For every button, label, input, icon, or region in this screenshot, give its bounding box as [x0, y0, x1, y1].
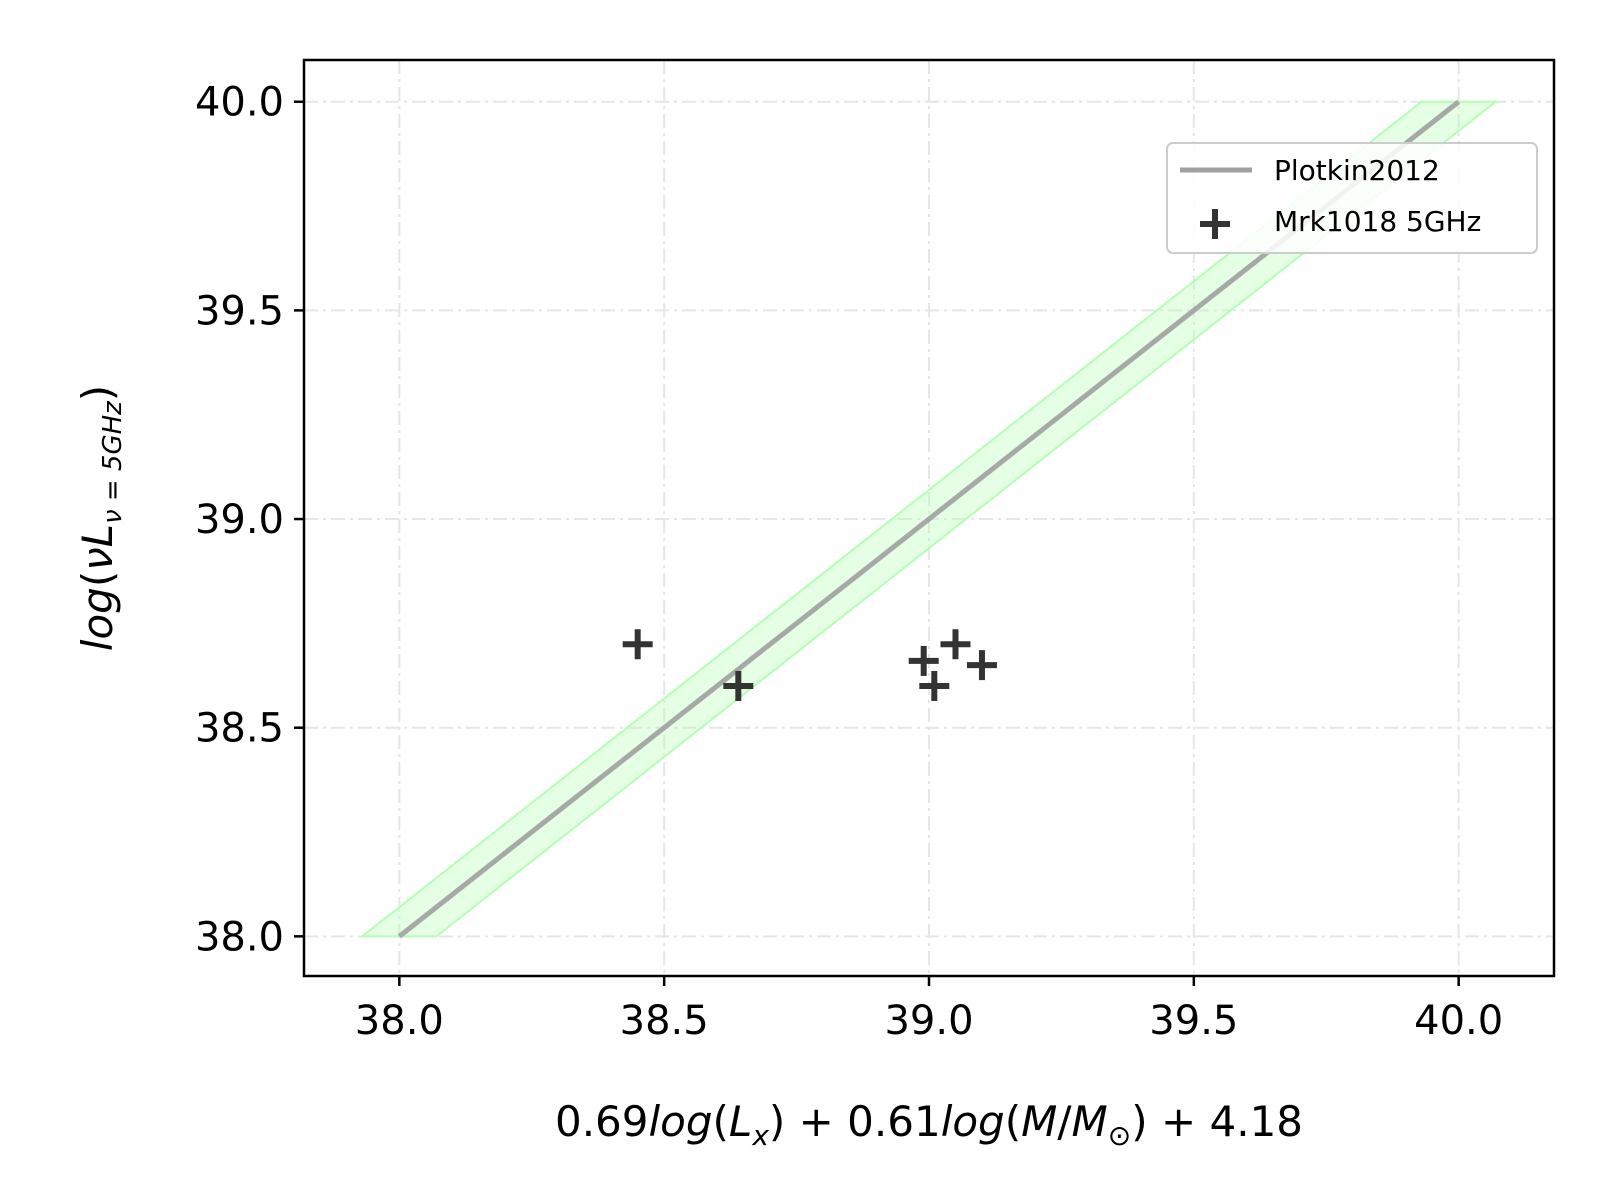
y-axis-ticks: 38.0 38.5 39.0 39.5 40.0 — [195, 80, 304, 960]
x-tick-label: 39.5 — [1149, 998, 1238, 1044]
y-axis-label: log(νLν = 5GHz) — [73, 385, 128, 651]
y-tick-label: 38.0 — [195, 914, 284, 960]
legend-box — [1166, 142, 1538, 254]
y-tick-label: 38.5 — [195, 706, 284, 752]
marker-layer — [622, 629, 997, 701]
y-tick-label: 39.5 — [195, 288, 284, 334]
legend-plus-marker — [1200, 209, 1230, 239]
x-tick-label: 38.5 — [620, 998, 709, 1044]
x-tick-label: 39.0 — [884, 998, 973, 1044]
y-tick-label: 40.0 — [195, 80, 284, 126]
x-axis-label: 0.69log(Lx) + 0.61log(M/M⊙) + 4.18 — [555, 1097, 1303, 1152]
mrk1018-data-point — [919, 670, 950, 701]
grid-layer — [304, 60, 1554, 976]
mrk1018-data-point — [966, 650, 997, 681]
x-tick-label: 40.0 — [1414, 998, 1503, 1044]
mrk1018-data-point — [723, 670, 754, 701]
legend-label-plotkin2012: Plotkin2012 — [1274, 154, 1440, 187]
x-tick-label: 38.0 — [355, 998, 444, 1044]
mrk1018-data-point — [940, 629, 971, 660]
legend-label-mrk1018: Mrk1018 5GHz — [1274, 205, 1481, 238]
x-axis-ticks: 38.0 38.5 39.0 39.5 40.0 — [355, 976, 1503, 1044]
y-tick-label: 39.0 — [195, 497, 284, 543]
mrk1018-data-point — [908, 645, 939, 676]
legend: Plotkin2012 Mrk1018 5GHz — [1166, 142, 1538, 254]
mrk1018-data-point — [622, 629, 653, 660]
